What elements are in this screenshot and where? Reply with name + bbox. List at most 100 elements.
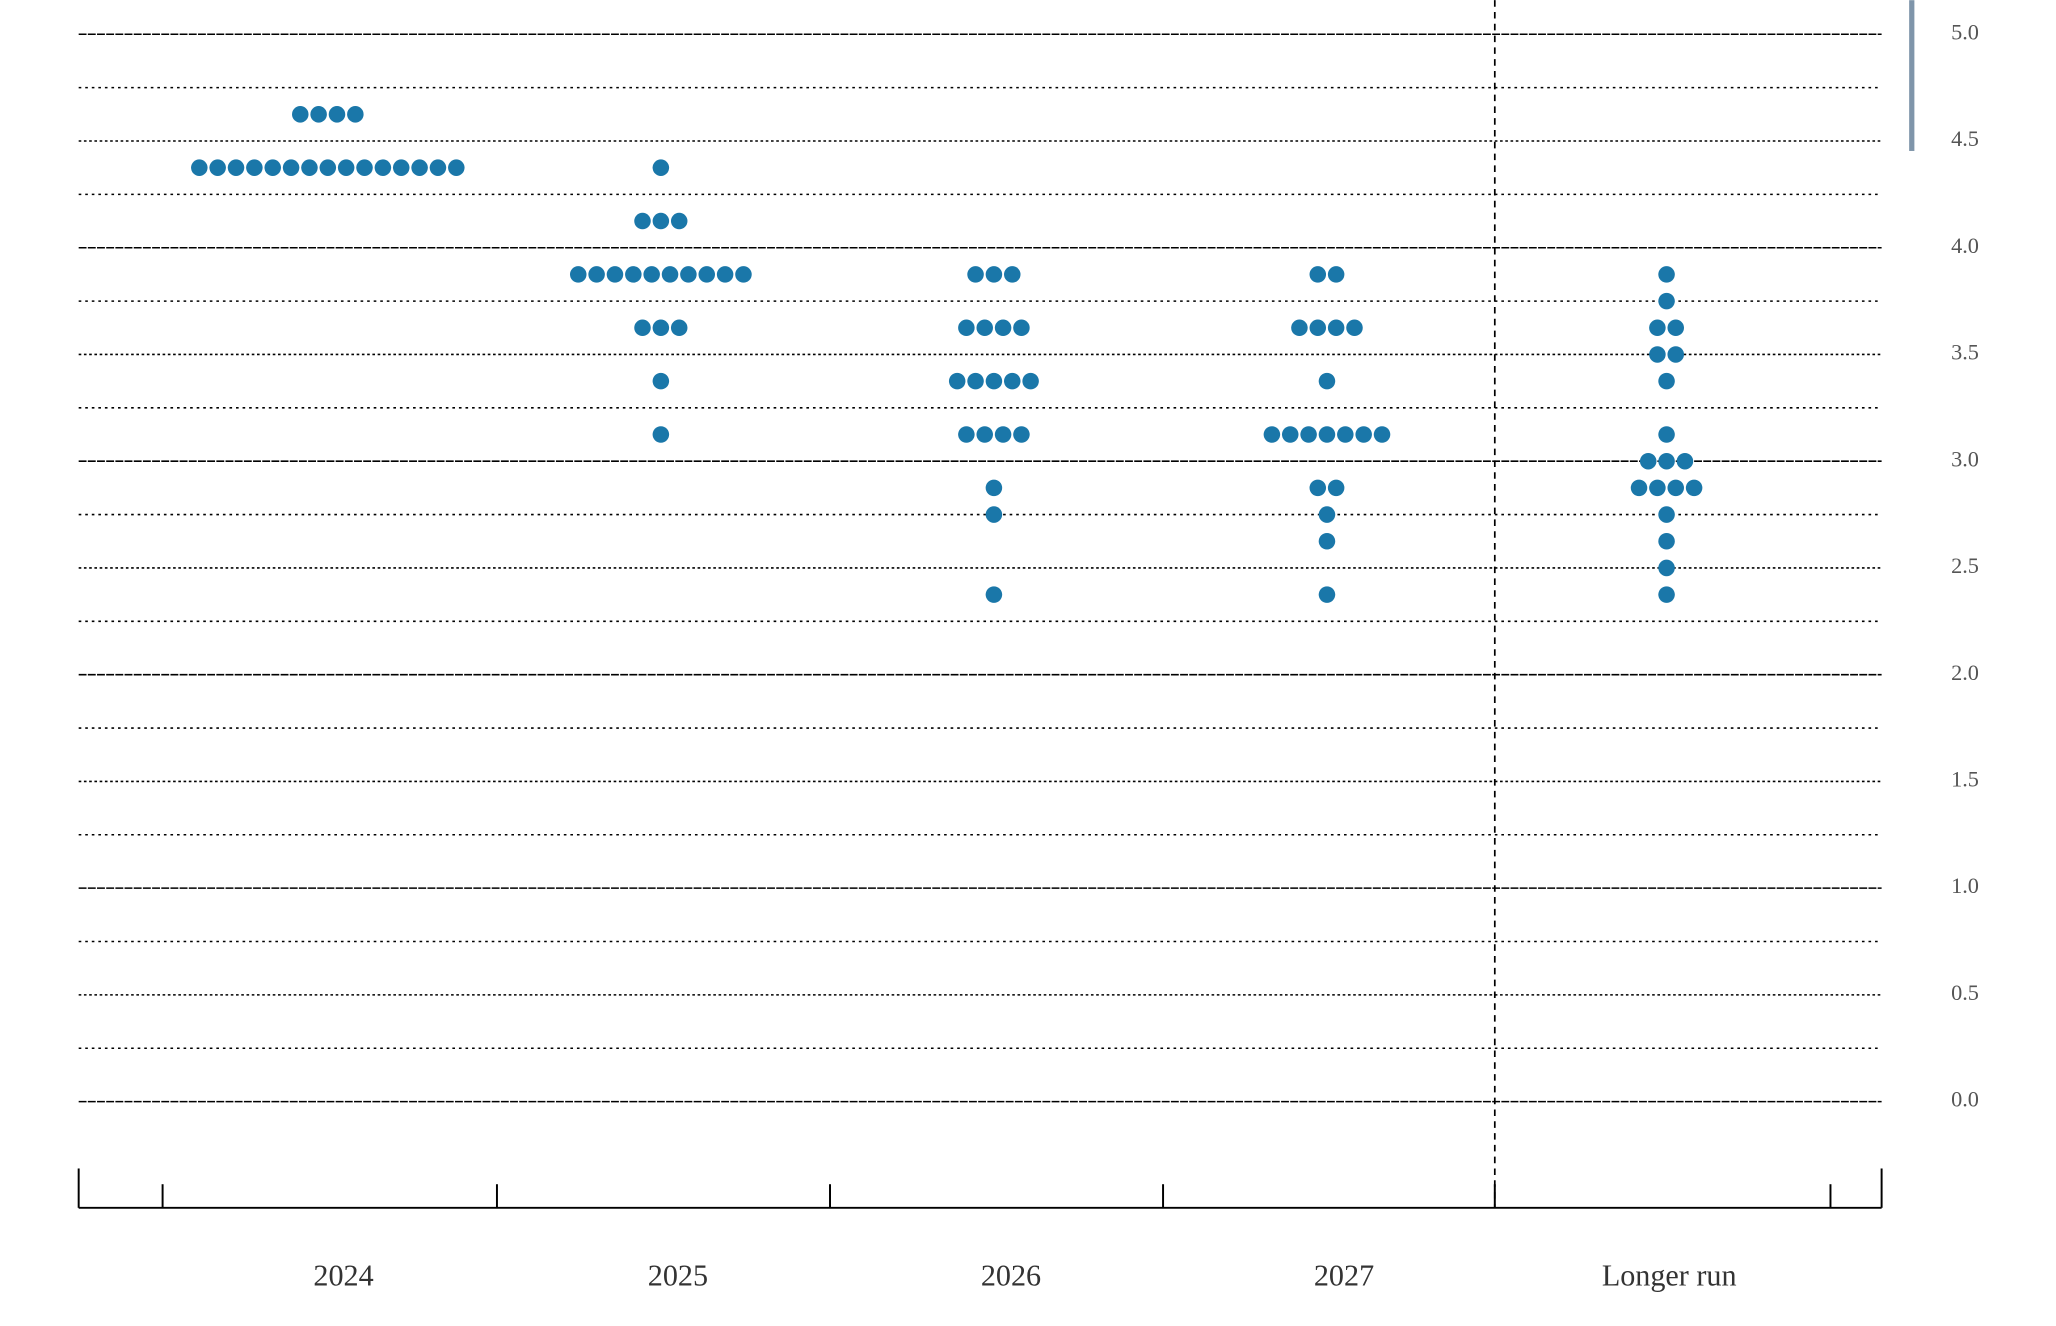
dot <box>1004 372 1021 390</box>
dot <box>1263 426 1281 443</box>
dot <box>967 372 984 390</box>
x-tick-label: 2025 <box>648 1259 708 1293</box>
dot <box>1667 479 1685 497</box>
dot <box>680 266 697 283</box>
dot <box>716 266 734 283</box>
dot <box>634 319 651 337</box>
dot <box>1327 266 1345 283</box>
dot <box>448 159 465 176</box>
dot <box>588 266 605 283</box>
dot <box>337 159 355 176</box>
dot <box>392 159 410 176</box>
dot <box>1327 319 1345 337</box>
dot <box>282 159 300 176</box>
dot <box>1667 346 1685 363</box>
dot <box>1318 506 1336 523</box>
dot <box>569 266 587 283</box>
y-tick-label: 1.5 <box>1951 767 1979 792</box>
dot <box>976 426 993 443</box>
dot <box>1355 426 1372 443</box>
dot <box>625 266 642 283</box>
dot <box>1300 426 1317 443</box>
dot <box>1649 346 1666 363</box>
dot <box>1013 319 1030 337</box>
dot <box>1658 292 1675 310</box>
dot <box>1318 372 1336 390</box>
dot <box>652 372 670 390</box>
y-tick-label: 2.0 <box>1951 660 1979 685</box>
x-tick-label: 2024 <box>313 1259 373 1293</box>
dot <box>1630 479 1648 497</box>
dot <box>985 479 1003 497</box>
dot <box>661 266 679 283</box>
dot <box>958 426 975 443</box>
dot <box>246 159 263 176</box>
dot <box>1318 586 1336 603</box>
dot <box>985 372 1003 390</box>
dot <box>1649 479 1666 497</box>
dot <box>1676 452 1694 470</box>
dot <box>1022 372 1039 390</box>
dot <box>292 106 309 123</box>
dot <box>967 266 984 283</box>
dot <box>1658 532 1675 550</box>
dot <box>191 159 208 176</box>
x-tick-label: 2026 <box>981 1259 1041 1293</box>
dot <box>1658 266 1675 283</box>
y-tick-label: 3.0 <box>1951 446 1979 471</box>
dot <box>1309 319 1327 337</box>
dot <box>301 159 318 176</box>
dot <box>429 159 447 176</box>
dot <box>735 266 752 283</box>
dot <box>1685 479 1703 497</box>
dot <box>976 319 993 337</box>
dot <box>1373 426 1391 443</box>
dot <box>652 426 670 443</box>
dot <box>958 319 975 337</box>
dot <box>328 106 346 123</box>
dot <box>1327 479 1345 497</box>
dot <box>670 319 688 337</box>
dot <box>634 212 651 230</box>
dot <box>670 212 688 230</box>
dot <box>209 159 226 176</box>
y-tick-label: 0.0 <box>1951 1087 1979 1112</box>
dot <box>948 372 966 390</box>
dot <box>1318 532 1336 550</box>
scale-bar <box>1909 0 1915 151</box>
y-tick-label: 5.0 <box>1951 19 1979 44</box>
x-tick-label: 2027 <box>1314 1259 1374 1293</box>
y-tick-label: 4.5 <box>1951 126 1979 151</box>
dot <box>1658 452 1675 470</box>
dot <box>1658 559 1675 577</box>
y-tick-label: 0.5 <box>1951 980 1979 1005</box>
y-tick-label: 1.0 <box>1951 873 1979 898</box>
y-tick-label: 4.0 <box>1951 233 1979 258</box>
dot <box>1658 426 1675 443</box>
dot <box>374 159 392 176</box>
dot <box>994 426 1012 443</box>
dot <box>1004 266 1021 283</box>
dot <box>1346 319 1363 337</box>
dot <box>652 159 670 176</box>
dot <box>985 266 1003 283</box>
dot <box>310 106 327 123</box>
dot <box>356 159 373 176</box>
dot <box>652 319 670 337</box>
dot <box>411 159 428 176</box>
dot <box>1309 266 1327 283</box>
dot <box>994 319 1012 337</box>
dot <box>1658 506 1675 523</box>
dot <box>347 106 364 123</box>
dot <box>1658 586 1675 603</box>
dot <box>643 266 660 283</box>
dot <box>1013 426 1030 443</box>
dot <box>1649 319 1666 337</box>
y-tick-label: 3.5 <box>1951 340 1979 365</box>
dot <box>1667 319 1685 337</box>
dot <box>319 159 337 176</box>
dot <box>985 506 1003 523</box>
dot <box>652 212 670 230</box>
dot <box>1318 426 1336 443</box>
